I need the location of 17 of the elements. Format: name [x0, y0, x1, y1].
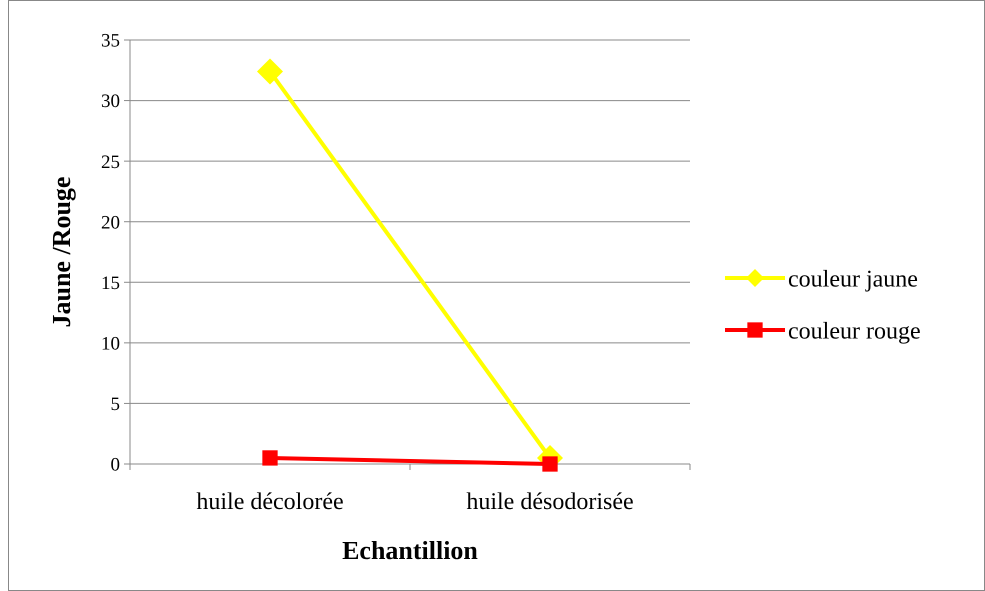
y-tick-label: 0	[110, 454, 120, 476]
y-tick-label: 15	[101, 272, 120, 294]
y-tick-label: 35	[101, 30, 120, 52]
y-tick-label: 10	[101, 334, 120, 355]
point	[542, 456, 558, 472]
y-axis-title: Jaune /Rouge	[47, 176, 76, 328]
legend-label: couleur jaune	[788, 266, 918, 292]
y-tick-label: 20	[101, 212, 120, 234]
x-axis-title: Echantillion	[342, 536, 478, 565]
y-tick-label: 30	[101, 91, 120, 112]
legend-label: couleur rouge	[788, 318, 921, 344]
x-tick-label: huile désodorisée	[466, 489, 634, 515]
y-tick-label: 5	[110, 394, 120, 416]
point	[262, 450, 278, 466]
point	[257, 58, 283, 84]
x-tick-label: huile décolorée	[196, 489, 344, 515]
y-tick-label: 25	[101, 152, 120, 173]
